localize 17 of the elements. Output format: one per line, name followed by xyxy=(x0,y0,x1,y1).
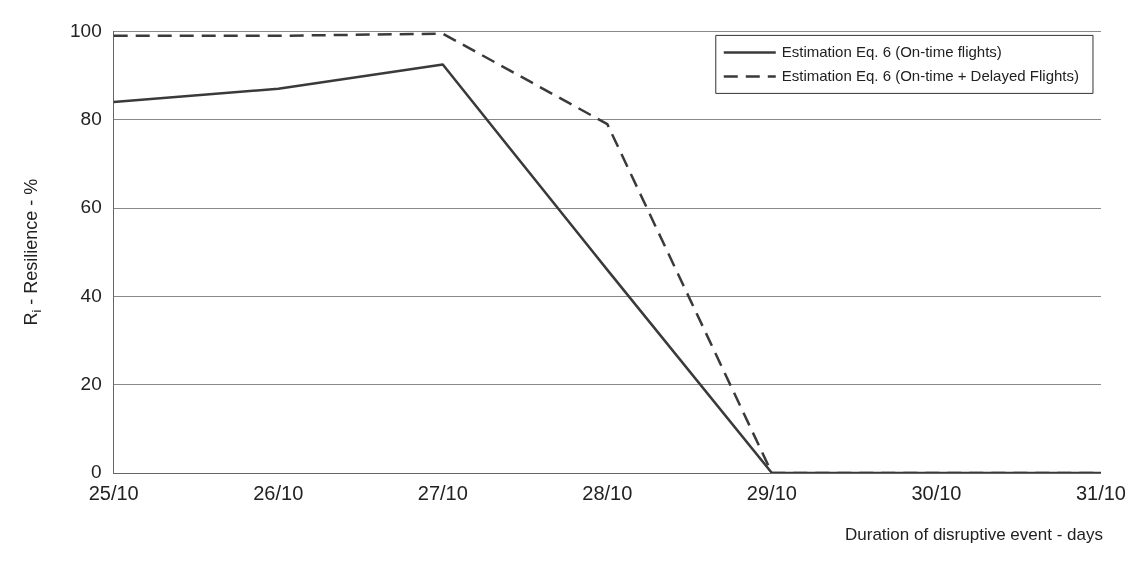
y-axis-title: Ri - Resilience - % xyxy=(20,178,44,326)
y-tick-label: 100 xyxy=(70,19,102,41)
x-tick-label: 28/10 xyxy=(582,481,633,504)
x-tick-label: 31/10 xyxy=(1075,481,1127,504)
x-tick-label: 29/10 xyxy=(746,481,797,504)
x-tick-label: 25/10 xyxy=(88,481,139,504)
y-tick-label: 60 xyxy=(80,196,102,218)
x-tick-label: 30/10 xyxy=(911,481,962,504)
x-tick-label: 27/10 xyxy=(417,481,468,504)
y-tick-label: 0 xyxy=(91,461,102,483)
y-tick-label: 20 xyxy=(80,372,102,394)
legend-label: Estimation Eq. 6 (On-time + Delayed Flights) xyxy=(781,66,1079,84)
legend-label: Estimation Eq. 6 (On-time flights) xyxy=(781,42,1002,60)
x-tick-label: 26/10 xyxy=(253,481,304,504)
y-tick-label: 40 xyxy=(80,284,102,306)
y-tick-label: 80 xyxy=(80,107,102,129)
x-axis-title: Duration of disruptive event - days xyxy=(845,524,1103,544)
